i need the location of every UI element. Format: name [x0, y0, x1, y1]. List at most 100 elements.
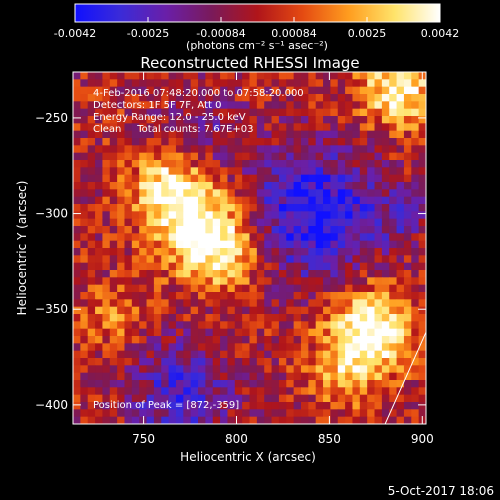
- heatmap-cell: [124, 204, 133, 212]
- heatmap-cell: [264, 182, 273, 190]
- heatmap-cell: [124, 248, 133, 256]
- heatmap-cell: [205, 306, 214, 315]
- heatmap-cell: [168, 86, 177, 95]
- heatmap-cell: [73, 284, 81, 293]
- heatmap-cell: [124, 409, 133, 418]
- heatmap-cell: [315, 79, 324, 88]
- heatmap-cell: [117, 167, 126, 176]
- heatmap-cell: [190, 409, 199, 418]
- heatmap-cell: [418, 299, 426, 308]
- heatmap-cell: [161, 86, 170, 95]
- heatmap-cell: [198, 306, 206, 315]
- heatmap-cell: [183, 226, 192, 234]
- heatmap-cell: [168, 101, 177, 110]
- heatmap-cell: [345, 182, 354, 190]
- heatmap-cell: [271, 372, 280, 381]
- heatmap-cell: [308, 160, 317, 168]
- heatmap-cell: [95, 328, 104, 337]
- heatmap-cell: [212, 72, 221, 80]
- heatmap-cell: [80, 255, 89, 264]
- heatmap-cell: [131, 394, 140, 403]
- heatmap-cell: [161, 211, 170, 220]
- heatmap-cell: [345, 350, 354, 359]
- heatmap-cell: [227, 174, 236, 183]
- heatmap-cell: [227, 116, 236, 124]
- heatmap-cell: [168, 409, 177, 418]
- heatmap-cell: [109, 204, 118, 212]
- heatmap-cell: [80, 138, 89, 146]
- heatmap-cell: [212, 372, 221, 381]
- heatmap-cell: [73, 226, 81, 234]
- heatmap-cell: [95, 358, 104, 366]
- heatmap-cell: [374, 167, 383, 176]
- heatmap-cell: [271, 336, 280, 344]
- heatmap-cell: [109, 314, 118, 322]
- heatmap-cell: [95, 94, 104, 102]
- heatmap-cell: [256, 365, 265, 374]
- heatmap-cell: [212, 182, 221, 190]
- heatmap-cell: [359, 233, 368, 242]
- heatmap-cell: [278, 240, 287, 249]
- heatmap-cell: [411, 328, 420, 337]
- heatmap-cell: [175, 182, 184, 190]
- heatmap-cell: [117, 358, 126, 366]
- heatmap-cell: [117, 211, 126, 220]
- heatmap-cell: [249, 270, 258, 278]
- heatmap-cell: [220, 145, 229, 154]
- heatmap-cell: [190, 204, 199, 212]
- heatmap-cell: [153, 365, 162, 374]
- heatmap-cell: [198, 94, 206, 102]
- heatmap-cell: [124, 108, 133, 117]
- heatmap-cell: [359, 211, 368, 220]
- heatmap-cell: [389, 328, 398, 337]
- heatmap-cell: [264, 299, 273, 308]
- heatmap-cell: [367, 233, 376, 242]
- heatmap-cell: [293, 123, 302, 132]
- heatmap-cell: [73, 387, 81, 396]
- heatmap-cell: [153, 328, 162, 337]
- heatmap-cell: [278, 108, 287, 117]
- heatmap-cell: [73, 123, 81, 132]
- heatmap-cell: [87, 350, 96, 359]
- heatmap-cell: [330, 292, 339, 300]
- heatmap-cell: [264, 321, 273, 330]
- heatmap-cell: [95, 138, 104, 146]
- heatmap-cell: [190, 262, 199, 271]
- heatmap-cell: [374, 292, 383, 300]
- heatmap-cell: [198, 321, 206, 330]
- heatmap-cell: [418, 145, 426, 154]
- heatmap-cell: [367, 101, 376, 110]
- heatmap-cell: [345, 130, 354, 139]
- heatmap-cell: [80, 94, 89, 102]
- heatmap-cell: [389, 167, 398, 176]
- heatmap-cell: [80, 402, 89, 410]
- heatmap-cell: [418, 108, 426, 117]
- heatmap-cell: [131, 204, 140, 212]
- heatmap-cell: [212, 167, 221, 176]
- heatmap-cell: [249, 145, 258, 154]
- heatmap-cell: [212, 284, 221, 293]
- heatmap-cell: [374, 145, 383, 154]
- heatmap-cell: [73, 328, 81, 337]
- heatmap-cell: [418, 138, 426, 146]
- heatmap-cell: [411, 248, 420, 256]
- heatmap-cell: [139, 262, 148, 271]
- heatmap-cell: [337, 240, 346, 249]
- heatmap-cell: [242, 233, 251, 242]
- heatmap-cell: [220, 321, 229, 330]
- heatmap-cell: [389, 233, 398, 242]
- heatmap-cell: [374, 189, 383, 198]
- heatmap-cell: [264, 167, 273, 176]
- heatmap-cell: [146, 72, 155, 80]
- heatmap-cell: [109, 402, 118, 410]
- heatmap-cell: [396, 240, 405, 249]
- heatmap-cell: [168, 306, 177, 315]
- heatmap-cell: [220, 86, 229, 95]
- heatmap-cell: [102, 314, 111, 322]
- heatmap-cell: [220, 189, 229, 198]
- heatmap-cell: [87, 321, 96, 330]
- heatmap-cell: [374, 182, 383, 190]
- heatmap-cell: [73, 380, 81, 388]
- heatmap-cell: [315, 292, 324, 300]
- heatmap-cell: [396, 233, 405, 242]
